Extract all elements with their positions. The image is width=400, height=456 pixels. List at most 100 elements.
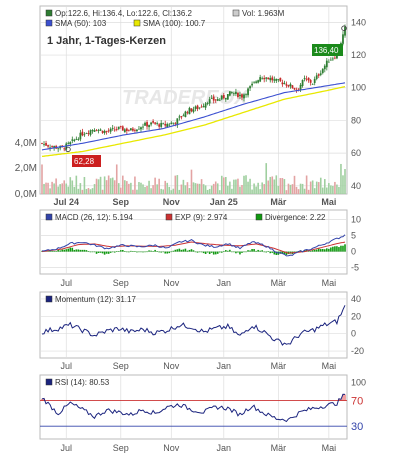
candle-body	[245, 94, 247, 96]
volume-bar	[277, 185, 280, 194]
x-tick-label: Mai	[321, 197, 336, 207]
divergence-bar	[235, 251, 237, 254]
candle-body	[184, 111, 187, 118]
vol-legend-swatch	[232, 9, 240, 17]
volume-bar	[176, 175, 179, 194]
volume-bar	[178, 189, 181, 194]
macd-panel: MACD (26, 12): 5.194 EXP (9): 2.974 Dive…	[39, 209, 361, 288]
divergence-bar	[259, 250, 261, 252]
candle-body	[212, 96, 215, 101]
divergence-bar	[152, 251, 154, 252]
candle-body	[129, 128, 132, 131]
low-marker	[65, 146, 71, 153]
candle-body	[301, 79, 304, 86]
volume-bar	[79, 183, 82, 194]
volume-bar	[324, 179, 326, 194]
divergence-bar	[319, 249, 322, 252]
divergence-bar	[293, 251, 296, 253]
volume-bar	[313, 188, 316, 194]
candle-body	[182, 115, 185, 117]
candle-body	[91, 130, 94, 132]
volume-bar	[69, 177, 72, 194]
divergence-bar	[166, 251, 169, 254]
volume-bar	[107, 175, 110, 194]
divergence-bar	[156, 251, 158, 252]
candle-body	[249, 86, 251, 89]
momentum-legend-swatch	[45, 295, 53, 303]
candle-body	[81, 131, 84, 136]
volume-bar	[95, 178, 98, 194]
volume-bar	[216, 183, 219, 194]
candle-body	[180, 116, 183, 118]
x-tick-label: Jan	[217, 361, 232, 371]
volume-bar	[227, 185, 229, 194]
candle-body	[235, 91, 237, 94]
divergence-bar	[73, 249, 76, 252]
divergence-bar	[204, 251, 207, 254]
candle-body	[138, 128, 140, 130]
candle-body	[297, 88, 300, 90]
candle-body	[208, 99, 211, 104]
divergence-bar	[162, 251, 164, 253]
ohlc-legend-swatch	[45, 9, 53, 17]
macd-axis-ticks: -5 0 5 10	[351, 215, 361, 273]
volume-bar	[188, 188, 191, 194]
volume-bar	[49, 188, 51, 194]
candle-body	[224, 97, 227, 100]
divergence-bar	[344, 244, 346, 252]
x-tick-label: Mär	[271, 443, 287, 453]
divergence-bar	[271, 251, 274, 253]
volume-bar	[160, 188, 162, 194]
main-panel: TRADEREOX Op:122.6, Hi:136.4, Lo:122.6, …	[15, 5, 366, 207]
x-tick-label: Nov	[163, 278, 180, 288]
candle-body	[85, 133, 88, 135]
divergence-bar	[229, 249, 231, 252]
vol-legend-text: Vol: 1.963M	[242, 9, 285, 18]
exp-legend-text: EXP (9): 2.974	[175, 213, 228, 222]
candle-body	[344, 26, 346, 36]
candle-body	[204, 103, 207, 108]
divergence-bar	[146, 251, 148, 253]
candle-body	[97, 129, 100, 131]
candle-body	[267, 77, 270, 80]
volume-bar	[196, 183, 199, 194]
y-tick-label: -20	[351, 346, 364, 356]
divergence-bar	[194, 251, 197, 253]
x-tick-label: Jan 25	[210, 197, 238, 207]
low-callout-box	[72, 155, 101, 167]
divergence-bar	[216, 251, 219, 254]
divergence-bar	[196, 251, 199, 253]
candle-body	[109, 128, 112, 132]
candle-body	[148, 125, 150, 128]
candle-body	[127, 129, 130, 131]
divergence-bar	[285, 251, 288, 255]
divergence-bar	[184, 248, 187, 252]
candle-body	[53, 146, 56, 148]
volume-bar	[148, 180, 150, 194]
candle-body	[265, 77, 268, 79]
candle-body	[271, 77, 274, 81]
high-callout-box	[312, 44, 343, 56]
candle-body	[259, 77, 262, 82]
divergence-bar	[206, 251, 209, 253]
divergence-bar	[53, 251, 55, 252]
divergence-bar	[140, 251, 142, 253]
divergence-bar	[128, 251, 130, 253]
candle-body	[220, 95, 223, 100]
divergence-bar	[334, 246, 336, 252]
divergence-bar	[251, 249, 253, 252]
volume-bar	[309, 181, 312, 194]
divergence-bar	[283, 251, 286, 255]
divergence-bar	[261, 250, 263, 252]
divergence-bar	[233, 251, 235, 253]
sma100-legend-text: SMA (100): 100.7	[143, 19, 206, 28]
volume-bar	[87, 187, 90, 194]
momentum-plot-frame	[39, 291, 348, 359]
volume-bar	[132, 189, 134, 194]
x-tick-label: Sep	[113, 361, 129, 371]
candle-body	[107, 130, 110, 132]
divergence-bar	[91, 251, 94, 253]
candle-body	[188, 107, 191, 115]
candle-body	[334, 57, 336, 59]
candle-body	[287, 85, 290, 87]
